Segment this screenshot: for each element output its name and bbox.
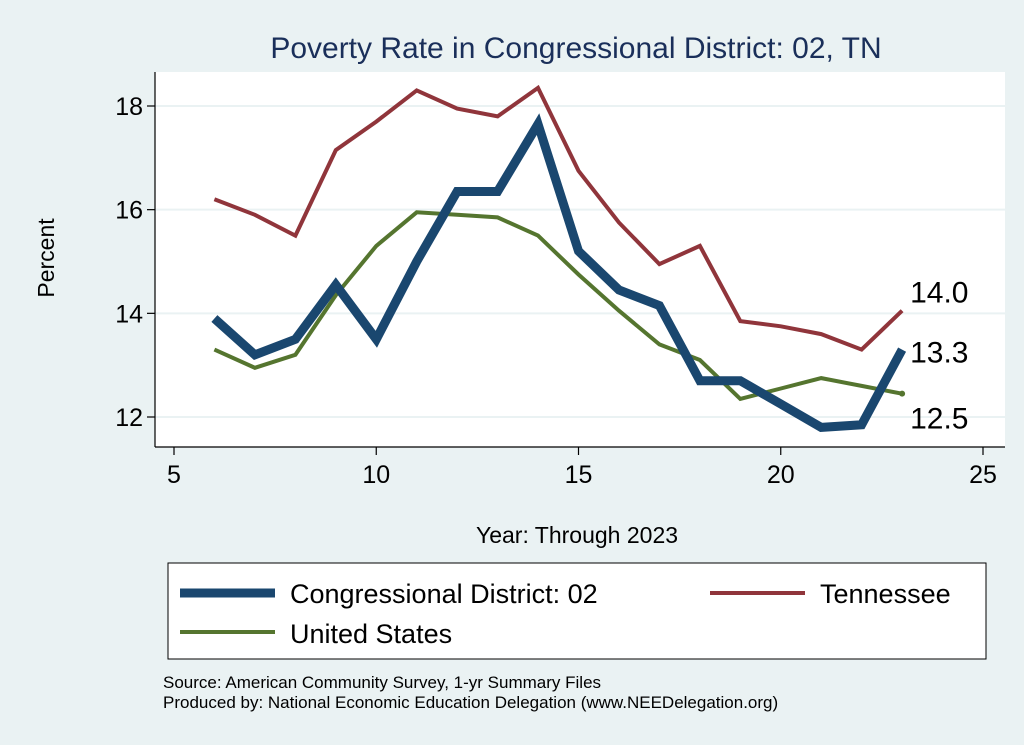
series-line-tennessee [213, 84, 904, 352]
y-axis-title: Percent [33, 218, 59, 298]
x-tick-label: 15 [565, 461, 593, 489]
y-tick-label: 14 [115, 300, 143, 328]
legend-label-united-states: United States [290, 619, 452, 649]
series-lines [211, 84, 907, 432]
chart-title: Poverty Rate in Congressional District: … [270, 32, 881, 65]
source-note: Source: American Community Survey, 1-yr … [163, 673, 601, 692]
end-labels: 13.3 14.0 12.5 [910, 277, 968, 436]
series-line-district [211, 113, 907, 432]
end-label-tennessee: 14.0 [910, 277, 968, 310]
y-tick-label: 12 [115, 404, 143, 432]
legend-label-tennessee: Tennessee [820, 579, 951, 609]
end-label-united-states: 12.5 [910, 403, 968, 436]
series-line-united-states [213, 210, 903, 402]
end-label-district: 13.3 [910, 337, 968, 370]
x-tick-label: 10 [362, 461, 390, 489]
x-tick-label: 25 [969, 461, 997, 489]
x-tick-label: 5 [167, 461, 181, 489]
x-tick-label: 20 [767, 461, 795, 489]
series-endpoint-united-states [899, 390, 906, 397]
axis-ticks: 12 14 16 18 5 10 15 20 25 [115, 93, 997, 489]
legend-label-district: Congressional District: 02 [290, 579, 598, 609]
y-tick-label: 16 [115, 197, 143, 225]
x-axis-title: Year: Through 2023 [476, 522, 678, 548]
legend-box [167, 562, 987, 660]
producer-note: Produced by: National Economic Education… [163, 693, 778, 712]
y-tick-label: 18 [115, 93, 143, 121]
